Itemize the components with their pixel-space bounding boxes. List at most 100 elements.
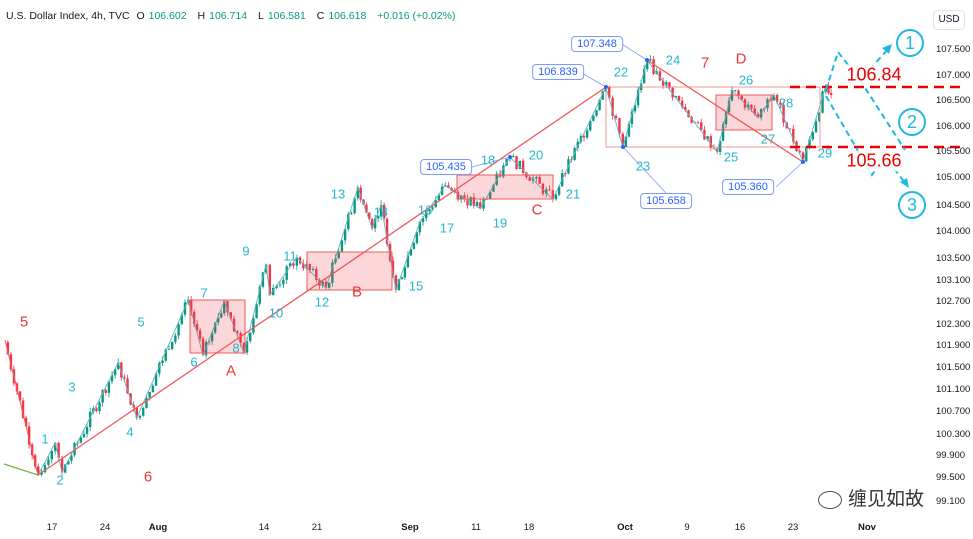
candle-body <box>756 114 760 118</box>
candle-body <box>782 104 785 123</box>
candle-body <box>772 95 776 101</box>
candle-body <box>488 191 492 199</box>
candle-body <box>268 264 272 296</box>
candle-body <box>633 105 637 112</box>
candle-body <box>814 121 818 133</box>
wave-label: 25 <box>723 149 739 165</box>
structure-label: D <box>735 50 747 68</box>
scenario-arrowheads <box>882 44 909 188</box>
structure-label: 6 <box>143 468 153 486</box>
candle-body <box>379 204 383 217</box>
candle-body <box>120 362 123 378</box>
candle-body <box>282 279 285 285</box>
candle-body <box>554 194 558 200</box>
candle-body <box>459 195 463 200</box>
candle-body <box>674 95 678 98</box>
candle-body <box>548 189 551 191</box>
structure-label: A <box>225 362 237 380</box>
candle-body <box>370 219 374 229</box>
candle-body <box>472 197 476 206</box>
candle-body <box>431 207 434 210</box>
price-tick: 102.700 <box>936 296 971 307</box>
candle-body <box>665 82 668 86</box>
candle-body <box>40 472 43 475</box>
time-tick: Aug <box>148 522 168 533</box>
candle-body <box>79 437 82 443</box>
structure-label: 7 <box>700 54 710 72</box>
candle-body <box>170 341 174 350</box>
price-tick: 101.500 <box>936 362 971 373</box>
wave-label: 23 <box>635 158 651 174</box>
candle-body <box>700 122 703 130</box>
callout-23: 105.658 <box>640 193 692 209</box>
candle-body <box>376 216 380 219</box>
candle-body <box>798 151 801 153</box>
candles <box>6 55 833 477</box>
candle-body <box>331 262 334 283</box>
box-d <box>715 94 773 131</box>
wave-5-down <box>4 339 39 476</box>
candle-body <box>161 360 164 363</box>
wave-label: 18 <box>480 152 496 168</box>
candle-body <box>70 455 73 461</box>
candle-body <box>340 240 344 253</box>
candle-body <box>598 99 601 111</box>
candle-body <box>216 317 220 323</box>
watermark: 缠见如故 <box>818 484 924 511</box>
candle-body <box>538 177 541 184</box>
candle-body <box>362 199 365 205</box>
price-tick: 102.300 <box>936 319 971 330</box>
structure-label: B <box>351 283 363 301</box>
candle-body <box>475 202 479 206</box>
candle-body <box>337 252 340 259</box>
candle-body <box>734 90 737 91</box>
candle-body <box>518 160 522 169</box>
time-tick: 16 <box>734 522 746 533</box>
candle-body <box>107 381 111 393</box>
candle-body <box>27 426 31 445</box>
candle-body <box>792 128 795 142</box>
wave-label: 13 <box>330 186 346 202</box>
candle-body <box>696 122 700 123</box>
candle-body <box>252 318 255 333</box>
candle-body <box>557 186 561 195</box>
candle-body <box>479 202 482 209</box>
open-label: O <box>136 10 145 22</box>
callout-connectors <box>471 42 804 194</box>
high-value: 106.714 <box>209 10 248 22</box>
wave-label: 14 <box>373 204 389 220</box>
candle-body <box>60 457 64 473</box>
candle-body <box>76 442 79 444</box>
candle-body <box>582 136 586 138</box>
candle-body <box>627 124 631 137</box>
wave-label: 28 <box>778 95 794 111</box>
candle-body <box>775 95 779 103</box>
candle-body <box>21 400 25 418</box>
candle-body <box>428 209 431 212</box>
candle-body <box>680 100 684 107</box>
candle-body <box>684 106 687 111</box>
candle-body <box>412 242 416 250</box>
price-tick: 105.000 <box>936 172 971 183</box>
candle-body <box>327 282 331 288</box>
candle-body <box>343 229 347 241</box>
candle-body <box>353 198 356 214</box>
candle-body <box>359 187 362 200</box>
candle-body <box>658 71 662 81</box>
currency-button[interactable]: USD <box>933 10 965 30</box>
candle-body <box>334 258 337 263</box>
candle-body <box>220 313 223 318</box>
candle-body <box>614 115 618 119</box>
candle-body <box>668 82 671 88</box>
wave-label: 27 <box>760 131 776 147</box>
scenario-2-badge: 2 <box>898 108 926 136</box>
wechat-icon <box>818 490 842 509</box>
candle-body <box>167 349 171 350</box>
candle-body <box>229 312 232 319</box>
time-tick: 14 <box>258 522 270 533</box>
candle-body <box>521 160 525 173</box>
candle-body <box>104 390 107 393</box>
candle-body <box>73 443 76 456</box>
